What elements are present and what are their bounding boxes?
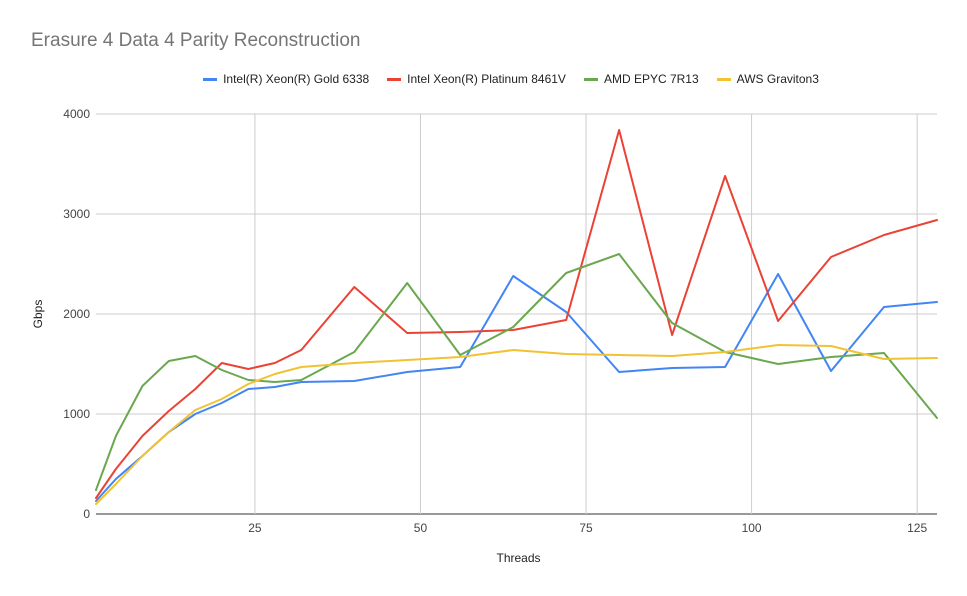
x-tick-label: 50 <box>414 521 428 535</box>
legend-item-2: Intel Xeon(R) Platinum 8461V <box>387 72 566 86</box>
y-tick-label: 1000 <box>63 407 90 421</box>
legend-item-3: AMD EPYC 7R13 <box>583 72 699 86</box>
x-tick-label: 25 <box>248 521 262 535</box>
legend-item-4: AWS Graviton3 <box>716 72 819 86</box>
series-line-3 <box>95 253 938 491</box>
series-line-4 <box>95 344 938 505</box>
x-axis-title: Threads <box>496 551 540 565</box>
legend-label: Intel Xeon(R) Platinum 8461V <box>407 72 566 86</box>
legend-swatch <box>203 77 218 81</box>
legend-swatch <box>716 77 731 81</box>
x-tick-label: 75 <box>579 521 593 535</box>
legend-swatch <box>387 77 402 81</box>
y-tick-label: 3000 <box>63 207 90 221</box>
x-tick-label: 125 <box>907 521 927 535</box>
series-line-1 <box>95 273 938 502</box>
x-tick-label: 100 <box>742 521 762 535</box>
legend-label: Intel(R) Xeon(R) Gold 6338 <box>223 72 370 86</box>
series-line-2 <box>95 129 938 499</box>
y-tick-label: 0 <box>83 507 90 521</box>
legend-label: AWS Graviton3 <box>736 72 819 86</box>
chart-title: Erasure 4 Data 4 Parity Reconstruction <box>31 30 361 51</box>
y-tick-label: 2000 <box>63 307 90 321</box>
y-tick-label: 4000 <box>63 107 90 121</box>
legend-label: AMD EPYC 7R13 <box>603 72 699 86</box>
legend: Intel(R) Xeon(R) Gold 6338 Intel Xeon(R) … <box>0 72 967 86</box>
legend-item-1: Intel(R) Xeon(R) Gold 6338 <box>203 72 369 86</box>
y-axis-title: Gbps <box>31 300 45 329</box>
legend-swatch <box>583 77 598 81</box>
